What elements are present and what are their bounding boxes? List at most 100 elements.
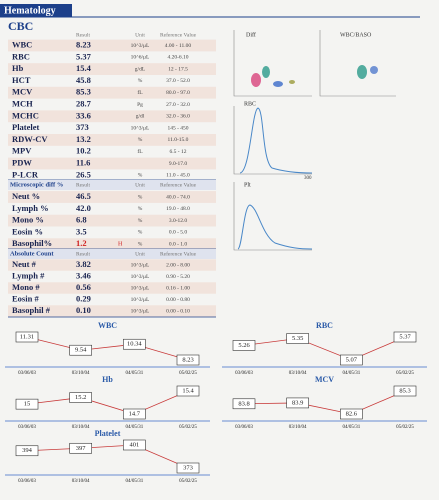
row-unit: % <box>138 194 143 200</box>
row-unit: 10^3/μL <box>131 308 150 314</box>
row-name: Lymph % <box>12 203 49 213</box>
panel-title: CBC <box>8 19 33 33</box>
trend-value: 401 <box>129 441 139 448</box>
trend-value: 85.3 <box>399 387 410 394</box>
table-header-bg <box>8 180 216 190</box>
trend-date: 03/10/04 <box>289 425 307 430</box>
trend-value-box <box>69 344 92 356</box>
trend-value: 5.07 <box>346 356 358 363</box>
trend-value-box <box>286 333 309 344</box>
diff-clusters <box>251 65 378 87</box>
row-name: Eosin # <box>12 293 39 303</box>
trend-value-box <box>123 439 146 451</box>
row-name: Lymph # <box>12 270 45 280</box>
row-reference: 19.0 - 48.0 <box>166 206 190 212</box>
row-reference: 37.0 - 52.0 <box>166 78 190 84</box>
trend-value-box <box>123 338 146 350</box>
trend-value-box <box>286 397 309 409</box>
row-result: 15.4 <box>76 63 92 73</box>
plot-label: Plt <box>244 182 251 188</box>
trend-value-box <box>232 340 256 351</box>
row-unit: % <box>138 230 143 236</box>
row-shade <box>8 157 216 170</box>
table-section-title: Absolute Count <box>10 250 54 257</box>
row-name: Neut % <box>12 191 40 201</box>
column-header: Reference Value <box>160 250 197 257</box>
trend-value-box <box>176 462 200 474</box>
row-result: 85.3 <box>76 87 91 97</box>
trend-date: 05/02/25 <box>396 425 414 430</box>
row-reference: 0.00 - 0.80 <box>166 297 190 303</box>
trend-value: 5.26 <box>238 342 250 349</box>
row-reference: 0.0 - 5.0 <box>169 230 188 236</box>
row-shade <box>8 259 216 271</box>
row-shade <box>8 191 216 203</box>
row-name: PDW <box>12 157 32 167</box>
trend-value-box <box>69 442 92 454</box>
trend-date: 04/05/31 <box>125 425 143 430</box>
row-reference: 27.0 - 32.0 <box>166 102 190 108</box>
row-reference: 9.0-17.0 <box>169 161 188 167</box>
row-unit: 10^6/μL <box>131 55 150 61</box>
row-result: 33.6 <box>76 110 91 120</box>
trend-date: 03/10/04 <box>72 479 90 484</box>
row-unit: % <box>138 137 143 143</box>
row-name: Hb <box>12 63 24 73</box>
row-reference: 0.16 - 1.00 <box>166 285 190 291</box>
rbc-histogram <box>239 107 313 174</box>
row-name: MCH <box>12 98 33 108</box>
row-unit: % <box>138 173 143 179</box>
cluster <box>357 65 367 79</box>
trend-value-box <box>69 392 92 403</box>
column-header: Reference Value <box>160 181 197 188</box>
row-shade <box>8 63 216 75</box>
trend-date: 03/10/04 <box>289 371 307 376</box>
trend-value: 394 <box>22 447 33 454</box>
column-header: Result <box>76 182 91 188</box>
trend-value-box <box>15 445 39 457</box>
trend-value: 373 <box>183 464 193 471</box>
row-reference: 12 - 17.5 <box>168 66 188 72</box>
trend-line <box>26 390 189 415</box>
table-section-title: Microscopic diff % <box>10 181 63 188</box>
row-shade <box>8 110 216 123</box>
trend-value-box <box>340 354 363 366</box>
row-reference: 11.0 - 45.0 <box>166 173 190 179</box>
row-reference: 40.0 - 74.0 <box>166 194 190 200</box>
trend-date: 03/06/03 <box>18 371 36 376</box>
trend-value: 10.34 <box>127 341 142 348</box>
row-name: P-LCR <box>12 169 39 179</box>
plt-axes <box>233 182 312 251</box>
row-reference: 0.90 - 5.20 <box>166 274 190 280</box>
row-shade <box>8 134 216 146</box>
row-name: WBC <box>12 39 32 49</box>
row-result: 10.2 <box>76 146 91 156</box>
table-header-bg <box>8 249 216 259</box>
trend-date: 03/06/03 <box>18 425 36 430</box>
row-unit: 10^3/μL <box>131 125 150 131</box>
trend-title: Platelet <box>95 429 121 438</box>
column-header: Reference Value <box>160 31 197 38</box>
row-name: MCV <box>12 87 33 97</box>
row-result: 28.7 <box>76 98 92 108</box>
trend-value: 15 <box>24 401 31 408</box>
cluster <box>273 81 283 87</box>
trend-line <box>26 336 189 361</box>
trend-date: 05/02/25 <box>179 425 197 430</box>
column-header: Unit <box>135 251 145 257</box>
trend-date: 03/10/04 <box>72 371 90 376</box>
row-name: Basophil% <box>12 238 52 248</box>
row-unit: 10^3/μL <box>131 285 150 291</box>
row-reference: 3.0-12.0 <box>169 218 188 224</box>
row-flag: H <box>118 242 123 248</box>
row-reference: 11.0-15.0 <box>168 137 189 143</box>
row-result: 26.5 <box>76 169 91 179</box>
trend-line <box>243 336 406 361</box>
row-unit: fL <box>137 89 143 96</box>
row-unit: Pg <box>137 102 143 108</box>
row-result: 8.23 <box>76 39 91 49</box>
trend-date: 04/05/31 <box>125 479 143 484</box>
column-header: Result <box>76 32 91 38</box>
plot-label: Diff <box>246 31 256 38</box>
